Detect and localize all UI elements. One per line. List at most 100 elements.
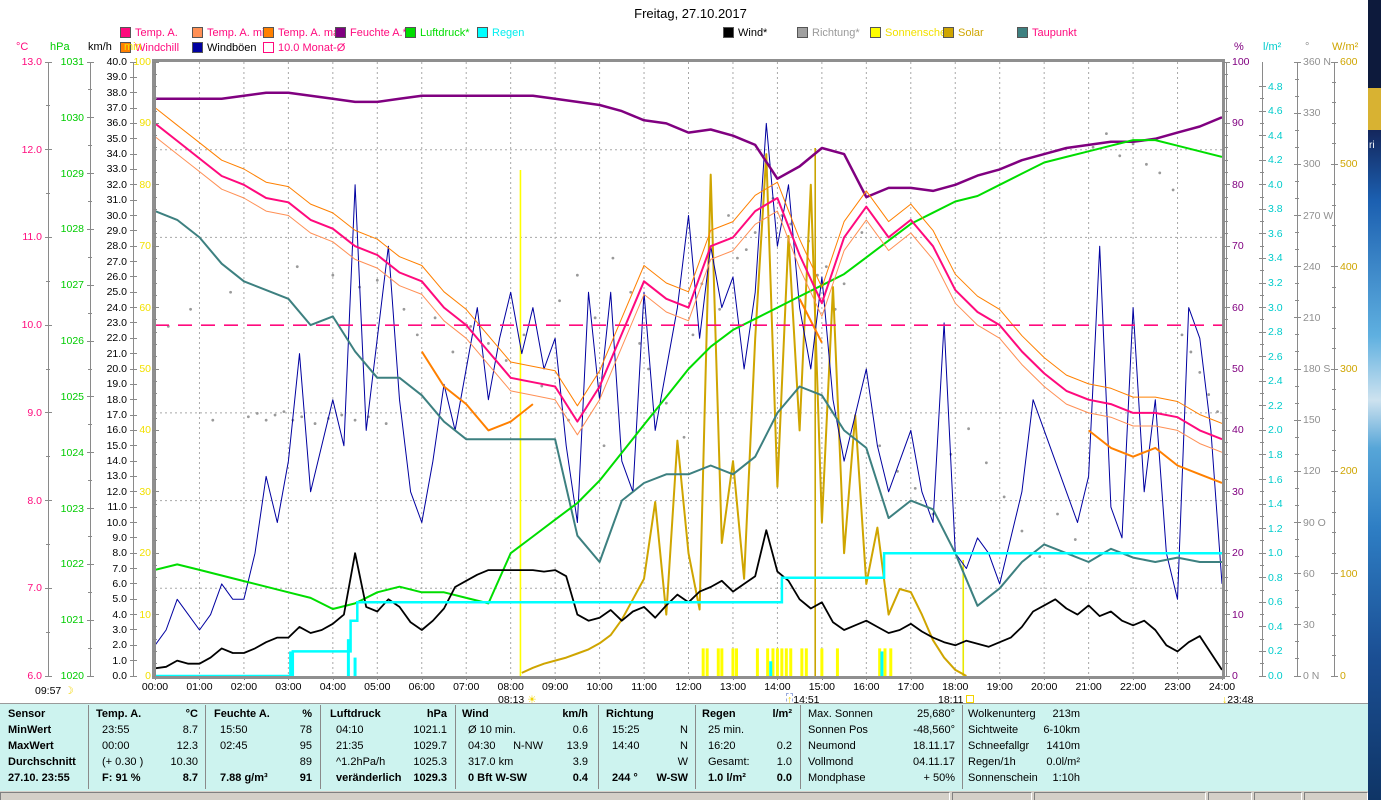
series-richtung-dot	[273, 413, 277, 417]
solar-axis-tick-label: 300	[1340, 363, 1358, 375]
rain-axis-tick-label: 4.0	[1268, 178, 1283, 191]
series-richtung-dot	[1216, 410, 1219, 414]
x-hour-label: 04:00	[319, 681, 346, 693]
legend-swatch	[120, 27, 131, 38]
legend-item-regen[interactable]: Regen	[477, 26, 525, 39]
rain-axis-tick-label: 0.6	[1268, 596, 1283, 609]
sunshine-axis-minor-tick	[153, 196, 157, 198]
wind-axis-tick	[130, 537, 137, 539]
pressure-axis-tick-label: 1028	[60, 223, 84, 236]
sunshine-axis-tick-label: 50	[139, 363, 151, 375]
legend-item-taupunkt[interactable]: Taupunkt	[1017, 27, 1077, 39]
x-hour-tick	[466, 676, 468, 680]
direction-axis-tick-label: 150	[1303, 414, 1321, 427]
table-cell: N	[680, 740, 688, 752]
solar-axis-tick-label: 600	[1340, 56, 1358, 68]
direction-axis-tick	[1294, 61, 1301, 63]
wind-axis-tick-label: 2.0	[112, 639, 127, 652]
humidity-axis-tick	[1223, 307, 1230, 309]
legend-item-sonnenschein[interactable]: Sonnenschein	[870, 27, 955, 39]
wind-axis-tick	[130, 122, 137, 124]
legend-item-10-0-monat-[interactable]: 10.0 Monat-Ø	[263, 42, 345, 54]
wind-axis-tick	[130, 245, 137, 247]
series-luftdruck	[155, 139, 1222, 610]
humidity-axis-minor-tick	[1224, 638, 1228, 640]
direction-axis-minor-tick	[1295, 283, 1299, 285]
temp-axis-tick-label: 12.0	[21, 143, 42, 156]
sunshine-axis-minor-tick	[153, 110, 157, 112]
table-divider	[800, 705, 801, 789]
legend-item-temp-a-[interactable]: Temp. A.	[120, 27, 178, 39]
rain-axis-minor-tick	[1260, 98, 1264, 100]
series-richtung-dot	[1073, 538, 1077, 541]
direction-axis-tick	[1294, 419, 1301, 421]
legend-item-windchill[interactable]: Windchill	[120, 42, 179, 54]
wind-axis-tick	[130, 322, 137, 324]
legend-item-feuchte-a-[interactable]: Feuchte A.*	[335, 27, 407, 39]
humidity-axis-minor-tick	[1224, 454, 1228, 456]
plot-area[interactable]	[155, 62, 1222, 676]
series-richtung-dot	[487, 342, 490, 345]
sunshine-axis-tick-label: 30	[139, 485, 151, 498]
series-temp-min	[155, 136, 1222, 453]
sunshine-axis-minor-tick	[153, 442, 157, 444]
sunshine-axis-tick-label: 80	[139, 178, 151, 191]
series-richtung-dot	[255, 411, 259, 415]
legend-swatch	[335, 27, 346, 38]
legend-item-windb-en[interactable]: Windböen	[192, 42, 257, 54]
table-info-value: 0.0l/m²	[1046, 756, 1080, 768]
rain-axis-minor-tick	[1260, 343, 1264, 345]
rain-axis-tick	[1259, 233, 1266, 235]
rain-axis-tick-label: 1.0	[1268, 547, 1283, 560]
x-hour-tick	[688, 676, 690, 680]
table-row-label: MinWert	[8, 724, 52, 736]
series-richtung-dot	[984, 461, 988, 465]
sunshine-axis-minor-tick	[153, 356, 157, 358]
table-cell: W-SW	[656, 772, 688, 784]
series-richtung-dot	[727, 214, 730, 217]
humidity-axis-minor-tick	[1224, 466, 1228, 468]
table-info-label: Regen/1h	[968, 756, 1016, 768]
series-richtung-dot	[433, 316, 437, 320]
stats-table-background	[0, 703, 1368, 792]
x-hour-tick	[732, 676, 734, 680]
temp-axis-tick	[45, 587, 52, 589]
table-cell: 95	[299, 740, 312, 752]
desktop-icon-label[interactable]: ri	[1369, 140, 1375, 151]
series-richtung-dot	[860, 231, 864, 234]
rain-axis-tick	[1259, 405, 1266, 407]
series-richtung-dot	[353, 418, 357, 422]
legend-item-luftdruck-[interactable]: Luftdruck*	[405, 27, 470, 39]
sunshine-axis-tick	[152, 552, 159, 554]
legend-label: Wind*	[738, 26, 768, 39]
series-richtung-dot	[753, 231, 757, 234]
wind-axis-tick-label: 17.0	[106, 409, 127, 422]
temp-axis-tick	[45, 500, 52, 502]
direction-axis-minor-tick	[1295, 590, 1299, 592]
legend-item-temp-a-min[interactable]: Temp. A. min	[192, 27, 271, 39]
series-richtung-dot	[415, 333, 419, 337]
table-col-unit: l/m²	[772, 708, 792, 720]
legend-item-richtung-[interactable]: Richtung*	[797, 27, 860, 39]
humidity-axis-minor-tick	[1224, 540, 1228, 542]
table-info-label: Wolkenunterg	[968, 708, 1036, 720]
wind-axis-tick	[130, 460, 137, 462]
wind-axis-tick-label: 24.0	[106, 301, 127, 314]
table-info-label: Neumond	[808, 740, 856, 752]
legend-label: Regen	[492, 26, 525, 39]
series-temp	[155, 122, 1222, 441]
wind-axis-tick-label: 18.0	[106, 393, 127, 406]
rain-axis-header: l/m²	[1263, 41, 1282, 53]
rain-axis-tick	[1259, 552, 1266, 554]
legend-item-temp-a-max[interactable]: Temp. A. max	[263, 27, 345, 39]
desktop-icon[interactable]	[1368, 88, 1381, 130]
series-richtung-dot	[189, 307, 192, 311]
wind-axis-tick-label: 16.0	[106, 424, 127, 437]
rain-axis-tick	[1259, 135, 1266, 137]
moon-icon: ☽	[64, 685, 74, 697]
series-richtung-dot	[718, 307, 722, 311]
legend-item-wind-[interactable]: Wind*	[723, 26, 768, 39]
legend-item-solar[interactable]: Solar	[943, 27, 984, 39]
table-info-value: 25,680°	[916, 708, 955, 720]
table-cell: 89	[299, 756, 312, 768]
